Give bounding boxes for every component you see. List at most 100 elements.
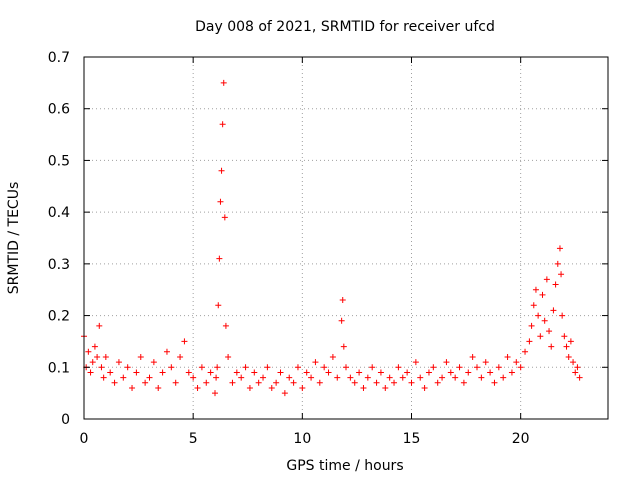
data-point bbox=[334, 374, 341, 381]
data-point bbox=[495, 364, 502, 371]
data-point bbox=[268, 384, 275, 391]
data-point bbox=[299, 384, 306, 391]
x-tick-label: 15 bbox=[403, 431, 421, 447]
data-point bbox=[528, 322, 535, 329]
data-point bbox=[255, 379, 262, 386]
y-tick-label: 0 bbox=[61, 412, 70, 428]
data-point bbox=[294, 364, 301, 371]
data-point bbox=[513, 359, 520, 366]
data-point bbox=[478, 374, 485, 381]
x-tick-label: 5 bbox=[189, 431, 198, 447]
data-point bbox=[214, 364, 221, 371]
data-point bbox=[87, 369, 94, 376]
data-point bbox=[303, 369, 310, 376]
data-point bbox=[233, 369, 240, 376]
data-point bbox=[517, 364, 524, 371]
data-point bbox=[181, 338, 188, 345]
data-point bbox=[558, 271, 565, 278]
data-point bbox=[452, 374, 459, 381]
data-point bbox=[142, 379, 149, 386]
data-point bbox=[404, 369, 411, 376]
chart-title: Day 008 of 2021, SRMTID for receiver ufc… bbox=[195, 19, 495, 35]
data-point bbox=[115, 359, 122, 366]
y-tick-label: 0.5 bbox=[48, 153, 70, 169]
data-point bbox=[548, 343, 555, 350]
plot-frame bbox=[83, 56, 609, 420]
data-point bbox=[447, 369, 454, 376]
data-point bbox=[91, 343, 98, 350]
data-point bbox=[508, 369, 515, 376]
data-point bbox=[543, 276, 550, 283]
data-point bbox=[530, 302, 537, 309]
data-point bbox=[203, 379, 210, 386]
data-point bbox=[185, 369, 192, 376]
data-point bbox=[465, 369, 472, 376]
data-point bbox=[100, 374, 107, 381]
data-point bbox=[556, 245, 563, 252]
data-point bbox=[474, 364, 480, 371]
data-point bbox=[373, 379, 380, 386]
data-point bbox=[421, 384, 428, 391]
data-point bbox=[281, 390, 288, 397]
data-point bbox=[229, 379, 236, 386]
data-point bbox=[539, 291, 546, 298]
data-point bbox=[246, 384, 253, 391]
data-point bbox=[369, 364, 376, 371]
data-point bbox=[541, 317, 548, 324]
data-point bbox=[347, 374, 354, 381]
data-point bbox=[133, 369, 140, 376]
data-point bbox=[412, 359, 419, 366]
data-point bbox=[522, 348, 529, 355]
y-tick-labels: 0 0.1 0.2 0.3 0.4 0.5 0.6 0.7 bbox=[48, 50, 70, 428]
data-point bbox=[482, 359, 489, 366]
data-point bbox=[159, 369, 166, 376]
data-point bbox=[537, 333, 544, 340]
data-point bbox=[382, 384, 389, 391]
data-point bbox=[111, 379, 118, 386]
data-point bbox=[242, 364, 249, 371]
scatter-points bbox=[81, 79, 583, 397]
data-point bbox=[207, 369, 214, 376]
data-point bbox=[218, 167, 225, 174]
data-point bbox=[561, 333, 568, 340]
data-point bbox=[364, 374, 371, 381]
data-point bbox=[552, 281, 559, 288]
data-point bbox=[559, 312, 566, 319]
data-point bbox=[395, 364, 402, 371]
data-point bbox=[570, 359, 577, 366]
data-point bbox=[425, 369, 432, 376]
data-point bbox=[504, 353, 511, 360]
data-point bbox=[124, 364, 131, 371]
data-point bbox=[146, 374, 153, 381]
data-point bbox=[339, 297, 346, 304]
data-point bbox=[215, 302, 222, 309]
y-tick-label: 0.4 bbox=[48, 205, 70, 221]
data-point bbox=[563, 343, 570, 350]
data-point bbox=[386, 374, 393, 381]
data-point bbox=[107, 369, 114, 376]
data-point bbox=[308, 374, 315, 381]
data-point bbox=[567, 338, 574, 345]
data-point bbox=[264, 364, 271, 371]
data-point bbox=[532, 286, 539, 293]
data-point bbox=[251, 369, 258, 376]
data-point bbox=[456, 364, 463, 371]
data-point bbox=[338, 317, 345, 324]
data-point bbox=[576, 374, 583, 381]
data-point bbox=[434, 379, 441, 386]
data-point bbox=[316, 379, 323, 386]
data-point bbox=[469, 353, 476, 360]
data-point bbox=[377, 369, 384, 376]
x-axis-label: GPS time / hours bbox=[286, 458, 403, 474]
data-point bbox=[565, 353, 572, 360]
y-tick-label: 0.1 bbox=[48, 360, 70, 376]
data-point bbox=[360, 384, 367, 391]
data-point bbox=[213, 374, 220, 381]
data-point bbox=[102, 353, 109, 360]
data-point bbox=[290, 379, 297, 386]
data-point bbox=[286, 374, 293, 381]
x-tick-labels: 0 5 10 15 20 bbox=[80, 431, 530, 447]
y-tick-label: 0.6 bbox=[48, 102, 70, 118]
data-point bbox=[340, 343, 347, 350]
